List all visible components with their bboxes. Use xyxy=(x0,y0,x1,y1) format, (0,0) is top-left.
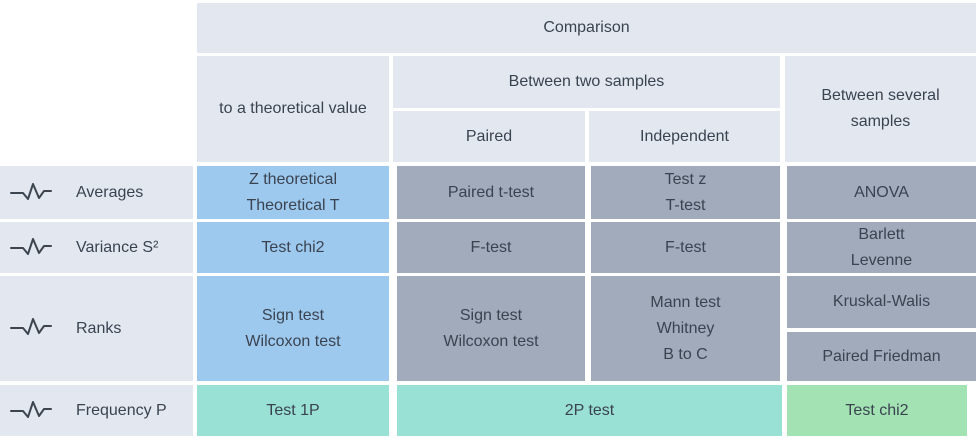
row-frequency: Frequency P xyxy=(0,385,193,436)
row-label-variance: Variance S² xyxy=(76,238,159,256)
row-averages: Averages xyxy=(0,166,193,219)
cell-frequency-two-samples: 2P test xyxy=(397,385,782,436)
cell-variance-independent: F-test xyxy=(591,222,780,273)
cell-averages-several: ANOVA xyxy=(787,166,976,219)
header-between-two-samples: Between two samples xyxy=(393,56,780,108)
cell-text: Whitney xyxy=(656,319,715,337)
cell-text: Sign test xyxy=(459,306,523,324)
cell-variance-paired: F-test xyxy=(397,222,585,273)
header-paired: Paired xyxy=(393,111,585,162)
row-label-frequency: Frequency P xyxy=(76,401,167,419)
header-between-several-samples: Between several samples xyxy=(785,56,976,162)
cell-averages-independent: Test z T-test xyxy=(591,166,780,219)
cell-text: B to C xyxy=(663,345,708,363)
cell-averages-paired: Paired t-test xyxy=(397,166,585,219)
cell-ranks-several-kruskal: Kruskal-Walis xyxy=(787,276,976,328)
wave-icon xyxy=(10,238,52,255)
cell-text: Wilcoxon test xyxy=(245,332,341,350)
row-ranks: Ranks xyxy=(0,276,193,381)
row-label-averages: Averages xyxy=(76,183,144,201)
header-between-several-line-2: samples xyxy=(850,113,911,130)
header-independent: Independent xyxy=(589,111,780,162)
cell-text: T-test xyxy=(665,196,706,214)
cell-text: Mann test xyxy=(650,293,721,311)
wave-icon xyxy=(10,318,52,335)
cell-text: Barlett xyxy=(858,225,905,243)
cell-text: Test z xyxy=(664,170,707,188)
header-comparison: Comparison xyxy=(197,3,976,53)
wave-icon xyxy=(10,401,52,418)
wave-icon xyxy=(10,183,52,200)
cell-averages-theoretical: Z theoretical Theoretical T xyxy=(197,166,389,219)
cell-ranks-independent: Mann test Whitney B to C xyxy=(591,276,780,381)
cell-variance-theoretical: Test chi2 xyxy=(197,222,389,273)
cell-ranks-paired: Sign test Wilcoxon test xyxy=(397,276,585,381)
header-between-several-line-1: Between several xyxy=(821,87,940,104)
cell-frequency-several: Test chi2 xyxy=(787,385,967,436)
row-label-ranks: Ranks xyxy=(76,319,122,337)
cell-text: Levenne xyxy=(850,251,913,269)
row-variance: Variance S² xyxy=(0,222,193,273)
cell-frequency-theoretical: Test 1P xyxy=(197,385,389,436)
cell-variance-several: Barlett Levenne xyxy=(787,222,976,273)
cell-text: Wilcoxon test xyxy=(443,332,539,350)
cell-ranks-theoretical: Sign test Wilcoxon test xyxy=(197,276,389,381)
cell-text: Theoretical T xyxy=(246,196,340,214)
header-to-theoretical: to a theoretical value xyxy=(197,56,389,162)
cell-ranks-several-friedman: Paired Friedman xyxy=(787,332,976,381)
cell-text: Z theoretical xyxy=(248,170,338,188)
cell-text: Sign test xyxy=(261,306,325,324)
